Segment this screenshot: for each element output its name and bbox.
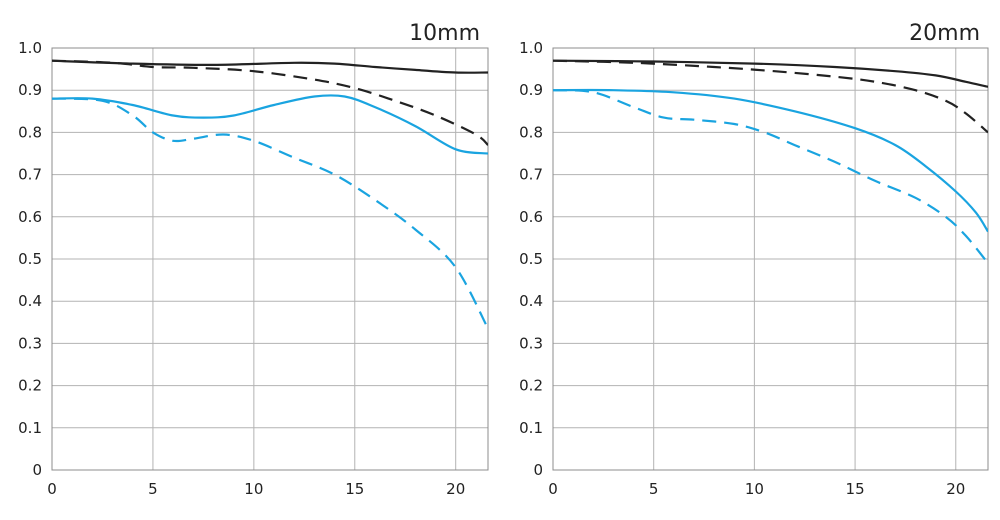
chart-title: 10mm	[409, 21, 480, 46]
x-tick-label: 15	[345, 480, 364, 498]
series-line-black-solid	[553, 59, 988, 88]
chart-panel-20mm: 0 0.1 0.2 0.3 0.4 0.5 0.6 0.7 0.8 0.9 1.0 0 5 10 15 20 2…	[519, 21, 989, 498]
chart-panel-10mm: 0 0.1 0.2 0.3 0.4 0.5 0.6 0.7 0.8 0.9 1.0 0 5 10 15 20 1…	[18, 21, 489, 498]
x-tick-label: 20	[946, 480, 965, 498]
y-tick-label: 0	[533, 461, 543, 479]
y-tick-label: 0.3	[18, 334, 42, 352]
series-line-black-dashed	[553, 59, 988, 134]
y-tick-label: 0.3	[519, 334, 543, 352]
chart-title: 20mm	[909, 21, 980, 46]
y-tick-label: 0.2	[18, 377, 42, 395]
series-line-blue-solid	[52, 94, 488, 155]
y-tick-label: 0.8	[18, 123, 42, 141]
y-tick-label: 0.9	[519, 81, 543, 99]
y-tick-label: 0.2	[519, 377, 543, 395]
y-tick-label: 0.1	[18, 419, 42, 437]
y-tick-label: 0.8	[519, 123, 543, 141]
y-tick-label: 0.5	[18, 250, 42, 268]
y-tick-label: 0.4	[18, 292, 42, 310]
series-line-blue-solid	[553, 88, 988, 233]
plot-frame	[552, 47, 989, 471]
plot-frame	[51, 47, 489, 471]
x-tick-label: 5	[649, 480, 659, 498]
x-tick-label: 10	[244, 480, 263, 498]
x-tick-label: 15	[846, 480, 865, 498]
x-tick-label: 0	[47, 480, 57, 498]
x-tick-label: 20	[446, 480, 465, 498]
y-tick-label: 0.5	[519, 250, 543, 268]
y-tick-label: 0.7	[519, 166, 543, 184]
series-line-black-dashed	[52, 59, 488, 146]
y-tick-label: 0.1	[519, 419, 543, 437]
y-tick-label: 0.7	[18, 166, 42, 184]
series-line-black-solid	[52, 59, 488, 74]
series-line-blue-dashed	[553, 89, 988, 264]
x-tick-label: 0	[548, 480, 558, 498]
x-tick-label: 5	[148, 480, 158, 498]
x-tick-label: 10	[745, 480, 764, 498]
y-tick-label: 0.6	[18, 208, 42, 226]
y-tick-label: 1.0	[18, 39, 42, 57]
y-tick-label: 0.4	[519, 292, 543, 310]
y-tick-label: 0	[32, 461, 42, 479]
y-tick-label: 0.9	[18, 81, 42, 99]
y-tick-label: 1.0	[519, 39, 543, 57]
y-tick-label: 0.6	[519, 208, 543, 226]
series-line-blue-dashed	[52, 97, 488, 330]
